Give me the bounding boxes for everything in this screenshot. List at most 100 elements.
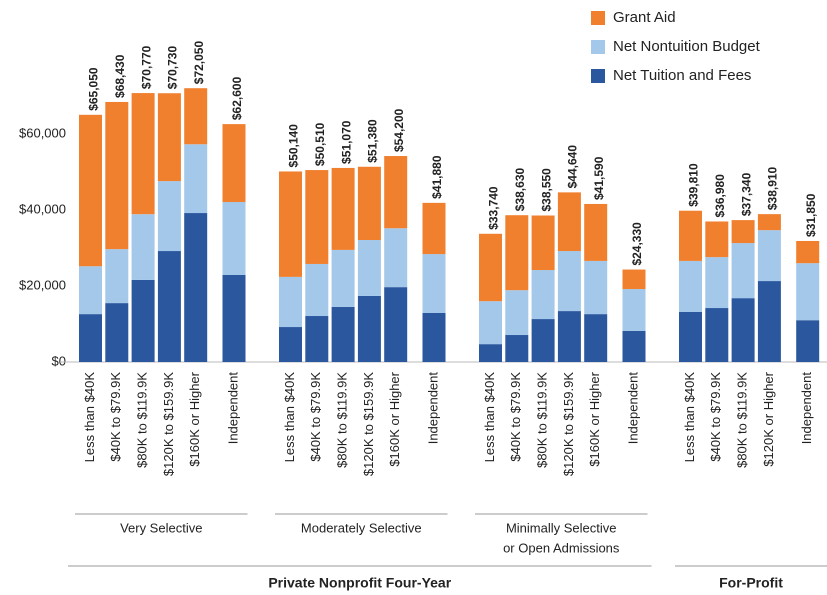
bar-segment: [479, 301, 502, 345]
total-label: $54,200: [392, 108, 406, 152]
total-label: $38,550: [539, 168, 553, 212]
bar-segment: [79, 114, 102, 267]
bar-segment: [184, 213, 208, 362]
y-tick-label: $40,000: [19, 201, 66, 216]
bar-segment: [705, 308, 729, 362]
bar-segment: [557, 192, 581, 252]
bar-segment: [622, 269, 646, 290]
bar-segment: [331, 167, 355, 250]
legend-swatch: [591, 40, 605, 54]
x-tick-label: $40K to $79.9K: [308, 372, 323, 462]
bar-segment: [331, 249, 355, 307]
total-label: $51,070: [339, 120, 353, 164]
bar-segment: [557, 251, 581, 312]
sector-label: For-Profit: [719, 575, 783, 591]
legend-label: Net Tuition and Fees: [613, 67, 751, 84]
total-label: $38,630: [513, 168, 527, 212]
bar-segment: [131, 214, 155, 280]
total-label: $50,510: [313, 122, 327, 166]
group-label: or Open Admissions: [503, 540, 620, 555]
x-tick-label: $80K to $119.9K: [135, 372, 150, 468]
total-label: $41,880: [430, 155, 444, 199]
x-tick-label: Independent: [425, 372, 440, 445]
bar-segment: [531, 319, 555, 362]
bar-segment: [222, 274, 246, 362]
total-label: $38,910: [766, 166, 780, 210]
bar-segment: [184, 88, 208, 145]
total-label: $33,740: [487, 186, 501, 230]
total-label: $50,140: [287, 124, 301, 168]
bar-segment: [531, 270, 555, 320]
bar-segment: [79, 314, 102, 362]
group-label: Minimally Selective: [506, 520, 617, 535]
total-label: $36,980: [713, 174, 727, 218]
bar-segment: [622, 330, 646, 362]
x-tick-label: Less than $40K: [282, 372, 297, 463]
total-label: $72,050: [192, 41, 206, 85]
bar-segment: [584, 203, 608, 261]
bar-segment: [705, 221, 729, 258]
bar-segment: [796, 320, 820, 362]
x-tick-label: $160K or Higher: [187, 371, 202, 466]
sector-label: Private Nonprofit Four-Year: [268, 575, 451, 591]
x-tick-label: Less than $40K: [482, 372, 497, 463]
y-tick-label: $60,000: [19, 125, 66, 140]
bar-segment: [157, 181, 181, 252]
bar-segment: [557, 311, 581, 362]
x-tick-label: $120K to $159.9K: [361, 372, 376, 476]
x-tick-label: $120K or Higher: [761, 371, 776, 466]
bar-segment: [384, 228, 408, 288]
bar-segment: [679, 260, 702, 312]
bar-segment: [505, 215, 529, 291]
x-tick-label: $40K to $79.9K: [508, 372, 523, 462]
bar-segment: [584, 314, 608, 362]
legend-label: Grant Aid: [613, 9, 676, 26]
bar-segment: [505, 290, 529, 336]
bar-segment: [479, 344, 502, 362]
bar-segment: [384, 156, 408, 229]
x-tick-label: $80K to $119.9K: [535, 372, 550, 468]
bar-segment: [305, 170, 329, 264]
bar-segment: [157, 93, 181, 182]
x-tick-label: $80K to $119.9K: [735, 372, 750, 468]
bar-segment: [679, 210, 702, 261]
bar-segment: [757, 214, 781, 231]
total-label: $41,590: [592, 156, 606, 200]
bar-segment: [279, 171, 302, 277]
x-tick-label: $80K to $119.9K: [335, 372, 350, 468]
x-tick-label: Less than $40K: [682, 372, 697, 463]
bar-segment: [331, 306, 355, 362]
bar-segment: [357, 295, 381, 362]
total-label: $70,770: [139, 45, 153, 89]
x-tick-label: $160K or Higher: [587, 371, 602, 466]
bar-segment: [279, 327, 302, 362]
y-tick-label: $0: [52, 353, 66, 368]
bar-segment: [757, 230, 781, 282]
bar-segment: [584, 260, 608, 315]
x-tick-label: $160K or Higher: [387, 371, 402, 466]
total-label: $31,850: [804, 193, 818, 237]
bar-segment: [222, 124, 246, 203]
bar-segment: [531, 215, 555, 271]
bar-segment: [157, 251, 181, 362]
total-label: $62,600: [230, 76, 244, 120]
bar-segment: [731, 298, 755, 362]
bar-segment: [505, 335, 529, 362]
x-tick-label: Independent: [799, 372, 814, 445]
total-label: $51,380: [366, 119, 380, 163]
bar-segment: [222, 202, 246, 275]
bar-segment: [279, 276, 302, 328]
bar-segment: [305, 316, 329, 362]
x-tick-label: Less than $40K: [82, 372, 97, 463]
bar-segment: [105, 249, 129, 304]
bar-segment: [384, 287, 408, 362]
total-label: $37,340: [739, 172, 753, 216]
x-tick-label: $120K to $159.9K: [561, 372, 576, 476]
x-tick-label: Independent: [625, 372, 640, 445]
bar-segment: [679, 311, 702, 362]
bar-segment: [422, 254, 446, 313]
total-label: $39,810: [687, 163, 701, 207]
bar-segment: [731, 243, 755, 299]
legend-swatch: [591, 69, 605, 83]
